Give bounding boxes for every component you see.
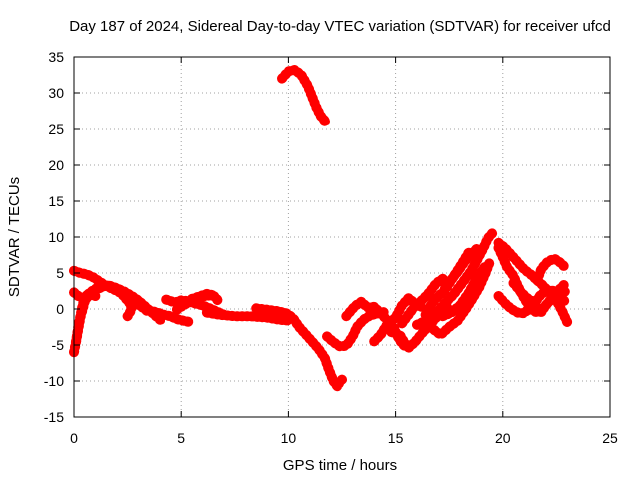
series-markers	[397, 273, 448, 329]
series-arc-26	[532, 253, 570, 286]
x-axis-label: GPS time / hours	[283, 457, 397, 474]
y-tick-label: 0	[56, 301, 64, 317]
y-tick-label: 35	[48, 49, 64, 65]
series-arc-20	[429, 256, 495, 340]
series-markers	[186, 288, 219, 304]
series-markers	[201, 307, 294, 326]
series-arc-5	[144, 305, 195, 327]
axis-ticks	[73, 56, 611, 418]
y-tick-label: 15	[48, 193, 64, 209]
series-markers	[71, 289, 101, 347]
series-arc-10	[251, 303, 347, 392]
y-tick-label: 5	[56, 265, 64, 281]
series-markers	[508, 278, 570, 315]
series-arc-4	[71, 289, 101, 347]
series-arc-9	[201, 307, 294, 326]
series-markers	[277, 65, 332, 127]
series-markers	[532, 253, 570, 286]
y-tick-label: -10	[44, 373, 64, 389]
series-arc-19	[439, 243, 483, 294]
x-tick-label: 10	[281, 430, 297, 446]
y-tick-label: 20	[48, 157, 64, 173]
grid-lines	[74, 57, 610, 417]
y-axis-label: SDTVAR / TECUs	[6, 177, 23, 297]
y-tick-label: 25	[48, 121, 64, 137]
series-markers	[439, 243, 483, 294]
series-markers	[251, 303, 347, 392]
series-arc-16	[397, 273, 448, 329]
x-tick-label: 15	[388, 430, 404, 446]
series-markers	[144, 305, 195, 327]
x-tick-label: 0	[70, 430, 78, 446]
series-arc-12	[277, 65, 332, 127]
chart-title: Day 187 of 2024, Sidereal Day-to-day VTE…	[69, 18, 611, 35]
series-arc-8	[186, 288, 219, 304]
series-markers	[412, 228, 498, 330]
series-arc-21	[437, 260, 491, 322]
data-series	[69, 65, 573, 392]
series-arc-11	[322, 306, 390, 352]
series-arc-25	[508, 278, 570, 315]
x-tick-label: 25	[602, 430, 618, 446]
y-tick-labels: -15 -10 -5 0 5 10 15 20 25 30 35	[44, 49, 64, 425]
series-markers	[437, 260, 491, 322]
x-tick-label: 20	[495, 430, 511, 446]
y-tick-label: -5	[52, 337, 65, 353]
y-tick-label: 10	[48, 229, 64, 245]
series-markers	[322, 306, 390, 352]
y-tick-label: 30	[48, 85, 64, 101]
x-tick-label: 5	[177, 430, 185, 446]
x-tick-labels: 0 5 10 15 20 25	[70, 430, 618, 446]
series-markers	[429, 256, 495, 340]
series-arc-17	[412, 228, 498, 330]
y-tick-label: -15	[44, 409, 64, 425]
